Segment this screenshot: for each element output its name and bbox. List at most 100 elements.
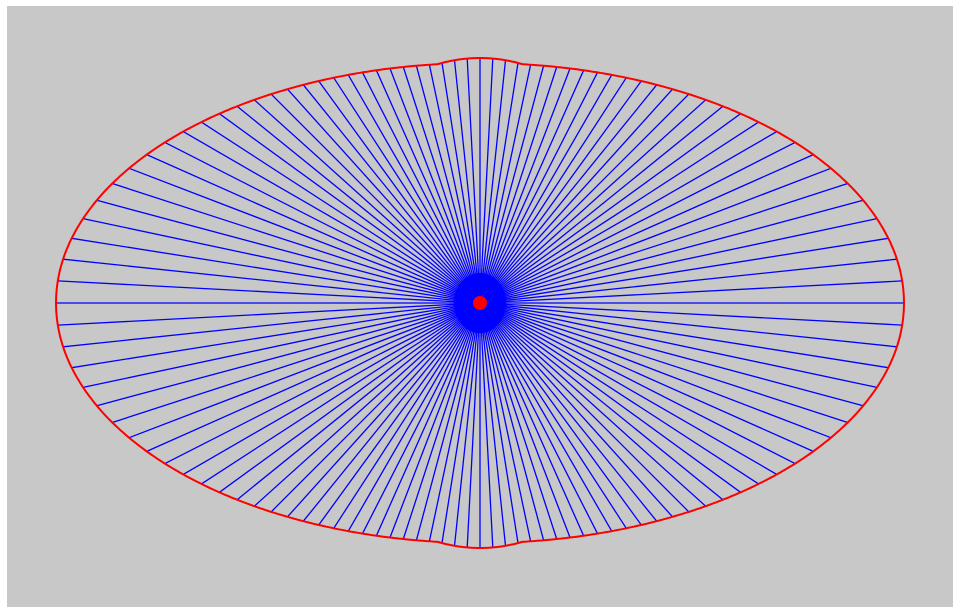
ray-line <box>82 217 481 304</box>
ray-line <box>479 302 724 501</box>
ray-line <box>71 237 481 304</box>
ray-line <box>57 302 481 326</box>
ray-line <box>479 93 690 304</box>
ray-line <box>479 302 532 542</box>
ray-line <box>375 70 481 304</box>
ray-line <box>466 302 481 548</box>
ray-line <box>112 182 481 304</box>
ray-line <box>270 93 481 304</box>
ray-line <box>402 66 481 304</box>
ray-line <box>236 105 481 304</box>
ray-line <box>479 258 897 304</box>
ray-line <box>428 64 481 304</box>
ray-line <box>453 60 481 304</box>
ray-line <box>479 302 642 526</box>
ray-line <box>428 302 481 542</box>
ray-line <box>182 302 481 475</box>
ray-line <box>361 302 481 534</box>
ray-line <box>201 121 481 304</box>
center-point <box>473 296 487 310</box>
ray-line <box>479 141 796 304</box>
ray-line <box>164 141 481 304</box>
ray-line <box>479 302 741 493</box>
ray-line <box>415 302 481 541</box>
ray-line <box>479 302 613 532</box>
ray-line <box>164 302 481 465</box>
ray-line <box>479 302 690 513</box>
ray-line <box>96 199 481 304</box>
ray-line <box>333 302 481 529</box>
ray-line <box>479 302 627 529</box>
ray-line <box>479 66 558 304</box>
ray-line <box>479 302 903 326</box>
ray-line <box>479 60 507 304</box>
ray-line <box>253 99 481 304</box>
ray-line <box>479 131 778 304</box>
ray-line <box>479 167 832 304</box>
ray-line <box>253 302 481 507</box>
ray-line <box>112 302 481 424</box>
ray-line <box>479 302 507 546</box>
ray-line <box>441 302 481 544</box>
ray-line <box>479 74 613 304</box>
ray-line <box>219 113 481 304</box>
ray-line <box>479 64 532 304</box>
ray-line <box>479 302 878 389</box>
ray-line <box>479 302 599 534</box>
ray-line <box>318 302 481 526</box>
ray-line <box>479 302 585 536</box>
ray-line <box>479 84 658 304</box>
ray-line <box>466 58 481 304</box>
ray-line <box>201 302 481 485</box>
ray-line <box>57 280 481 304</box>
ray-line <box>302 84 481 304</box>
ray-line <box>479 302 571 538</box>
ray-line <box>479 302 796 465</box>
ray-line <box>479 62 519 304</box>
ray-line <box>389 302 481 538</box>
ray-line <box>71 302 481 369</box>
ray-line <box>479 58 494 304</box>
ray-line <box>479 217 878 304</box>
ray-line <box>479 302 864 407</box>
ray-line <box>479 302 889 369</box>
ray-line <box>128 302 481 439</box>
ray-line <box>479 302 832 439</box>
ray-line <box>479 302 848 424</box>
ray-line <box>302 302 481 522</box>
ray-line <box>82 302 481 389</box>
ray-line <box>479 88 673 304</box>
ray-line <box>389 68 481 304</box>
ray-line <box>361 72 481 304</box>
ray-line <box>479 72 599 304</box>
ray-line <box>479 77 627 304</box>
ray-line <box>63 258 481 304</box>
ray-line <box>270 302 481 513</box>
ray-line <box>479 199 864 304</box>
ray-line <box>479 302 494 548</box>
ray-line <box>479 70 585 304</box>
ray-line <box>479 121 759 304</box>
ray-line <box>479 302 759 485</box>
ray-line <box>375 302 481 536</box>
ray-line <box>479 302 897 348</box>
ray-line <box>479 302 673 518</box>
ray-line <box>347 74 481 304</box>
ray-line <box>146 154 481 304</box>
ray-line <box>318 80 481 304</box>
ray-line <box>479 182 848 304</box>
ray-line <box>479 302 558 540</box>
ray-line <box>479 80 642 304</box>
ray-line <box>236 302 481 501</box>
ray-line <box>333 77 481 304</box>
ray-line <box>479 302 519 544</box>
ray-line <box>479 302 814 452</box>
ray-line <box>479 302 707 507</box>
ray-line <box>479 105 724 304</box>
drawing-canvas <box>7 6 953 607</box>
ray-line <box>63 302 481 348</box>
ray-line <box>287 88 481 304</box>
ray-line <box>479 302 658 522</box>
ray-line <box>219 302 481 493</box>
